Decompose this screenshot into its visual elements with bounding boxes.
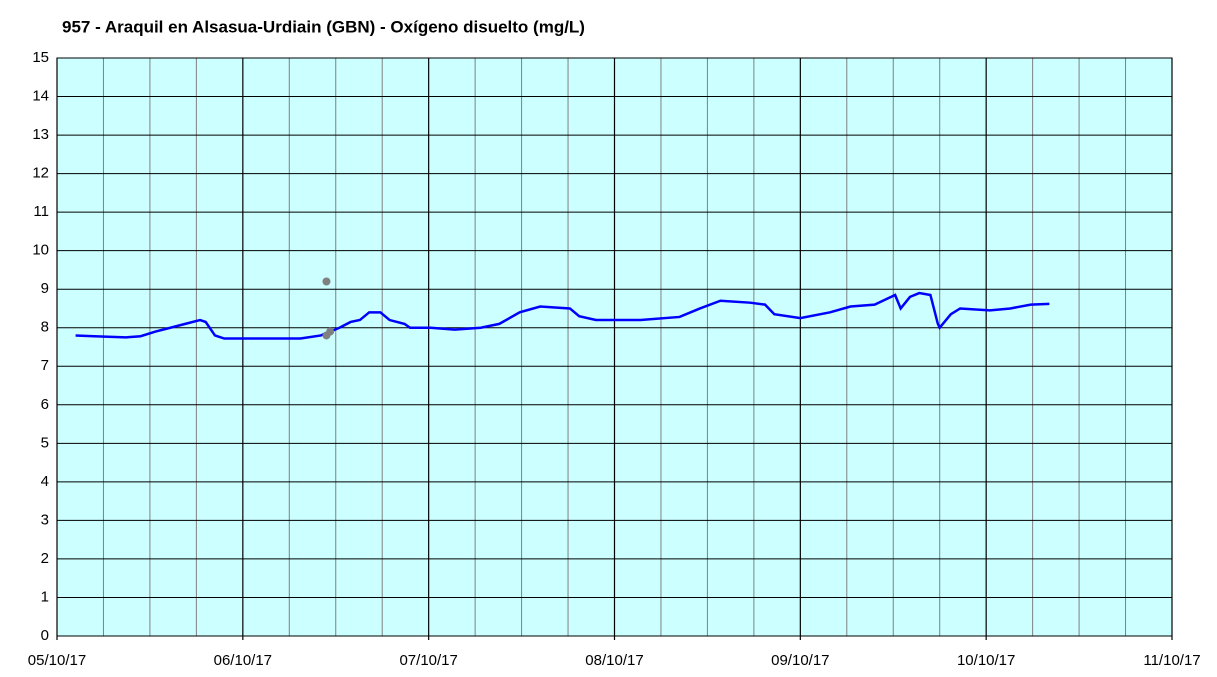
x-tick-label: 11/10/17 (1143, 652, 1200, 669)
data-line (75, 291, 1050, 340)
y-tick-label: 0 (41, 627, 49, 644)
x-tick-label: 05/10/17 (28, 652, 86, 669)
chart-title: 957 - Araquil en Alsasua-Urdiain (GBN) -… (62, 17, 585, 36)
x-tick-label: 08/10/17 (585, 652, 643, 669)
y-tick-label: 8 (41, 319, 49, 336)
y-tick-label: 10 (32, 242, 49, 259)
y-tick-label: 9 (41, 280, 49, 297)
x-tick-label: 07/10/17 (399, 652, 457, 669)
x-tick-label: 06/10/17 (214, 652, 272, 669)
y-tick-label: 13 (32, 126, 49, 143)
y-tick-label: 11 (33, 203, 49, 220)
x-tick-label: 10/10/17 (957, 652, 1015, 669)
y-tick-label: 14 (32, 88, 49, 105)
plot-border (56, 57, 1173, 637)
x-tick-label: 09/10/17 (771, 652, 829, 669)
y-tick-label: 1 (41, 588, 49, 605)
y-tick-label: 4 (41, 473, 49, 490)
y-tick-label: 6 (41, 396, 49, 413)
y-tick-label: 7 (41, 357, 49, 374)
y-tick-label: 2 (41, 550, 49, 567)
y-tick-label: 12 (32, 165, 49, 182)
y-tick-label: 3 (41, 511, 49, 528)
data-point (322, 277, 331, 286)
data-point (326, 327, 335, 336)
y-tick-label: 5 (41, 434, 49, 451)
y-tick-label: 15 (32, 49, 49, 66)
